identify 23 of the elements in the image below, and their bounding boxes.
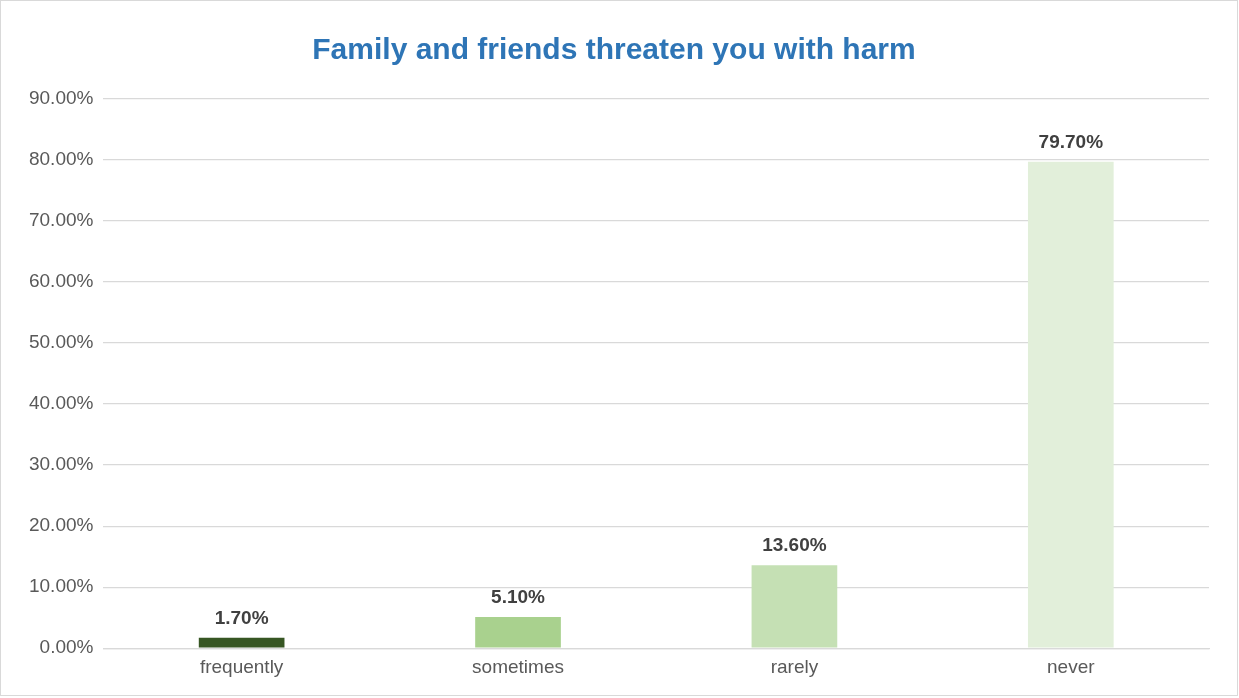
y-tick-label: 10.00% <box>28 575 94 597</box>
y-tick-label: 80.00% <box>28 148 94 170</box>
x-tick-label: sometimes <box>472 655 564 677</box>
data-label: 5.10% <box>491 585 546 607</box>
x-tick-label: rarely <box>770 655 819 677</box>
data-label: 13.60% <box>762 533 827 555</box>
y-tick-label: 70.00% <box>28 209 94 231</box>
y-tick-label: 30.00% <box>28 453 94 475</box>
bar <box>475 617 561 648</box>
bar <box>1027 161 1114 648</box>
data-label: 1.70% <box>214 606 269 628</box>
data-label: 79.70% <box>1038 130 1104 152</box>
y-tick-label: 90.00% <box>28 87 94 109</box>
y-tick-label: 40.00% <box>28 392 94 414</box>
y-tick-label: 50.00% <box>28 331 94 353</box>
x-tick-label: never <box>1047 655 1096 677</box>
bar <box>751 565 838 648</box>
y-tick-label: 0.00% <box>39 636 94 658</box>
x-tick-label: frequently <box>199 655 284 677</box>
bar <box>198 637 285 648</box>
y-tick-label: 60.00% <box>28 270 94 292</box>
chart-title: Family and friends threaten you with harm <box>312 32 916 66</box>
y-tick-label: 20.00% <box>28 514 94 536</box>
